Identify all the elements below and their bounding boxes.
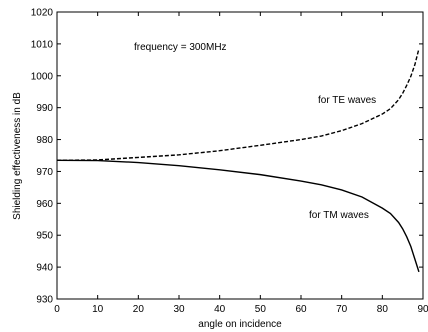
tm-waves-line <box>56 159 420 273</box>
y-tick-label: 1000 <box>31 71 54 82</box>
x-axis-ticks: 0 10 20 30 40 50 60 70 80 90 <box>54 12 428 315</box>
x-tick-label: 30 <box>173 304 185 315</box>
y-tick-label: 990 <box>36 103 53 114</box>
series-layer <box>56 48 420 273</box>
y-axis-label: Shielding effectiveness in dB <box>12 92 23 220</box>
y-tick-label: 970 <box>36 167 53 178</box>
x-tick-label: 40 <box>214 304 226 315</box>
y-axis-ticks: 930 940 950 960 970 980 990 1000 1010 1020 <box>31 8 423 306</box>
tm-waves-label: for TM waves <box>309 210 369 221</box>
x-tick-label: 60 <box>295 304 307 315</box>
y-tick-label: 960 <box>36 199 53 210</box>
x-tick-label: 50 <box>255 304 267 315</box>
x-tick-label: 90 <box>417 304 428 315</box>
y-tick-label: 1020 <box>31 8 54 19</box>
x-tick-label: 80 <box>377 304 389 315</box>
plot-area <box>56 11 424 300</box>
te-waves-label: for TE waves <box>318 95 376 106</box>
y-tick-label: 940 <box>36 263 53 274</box>
y-tick-label: 930 <box>36 295 53 306</box>
x-tick-label: 70 <box>336 304 348 315</box>
y-tick-label: 950 <box>36 231 53 242</box>
x-tick-label: 10 <box>92 304 104 315</box>
x-tick-label: 20 <box>133 304 145 315</box>
y-tick-label: 980 <box>36 135 53 146</box>
x-axis-label: angle on incidence <box>198 319 282 330</box>
x-tick-label: 0 <box>54 304 60 315</box>
y-tick-label: 1010 <box>31 39 54 50</box>
frequency-annotation: frequency = 300MHz <box>134 42 227 53</box>
te-waves-line <box>56 48 420 161</box>
